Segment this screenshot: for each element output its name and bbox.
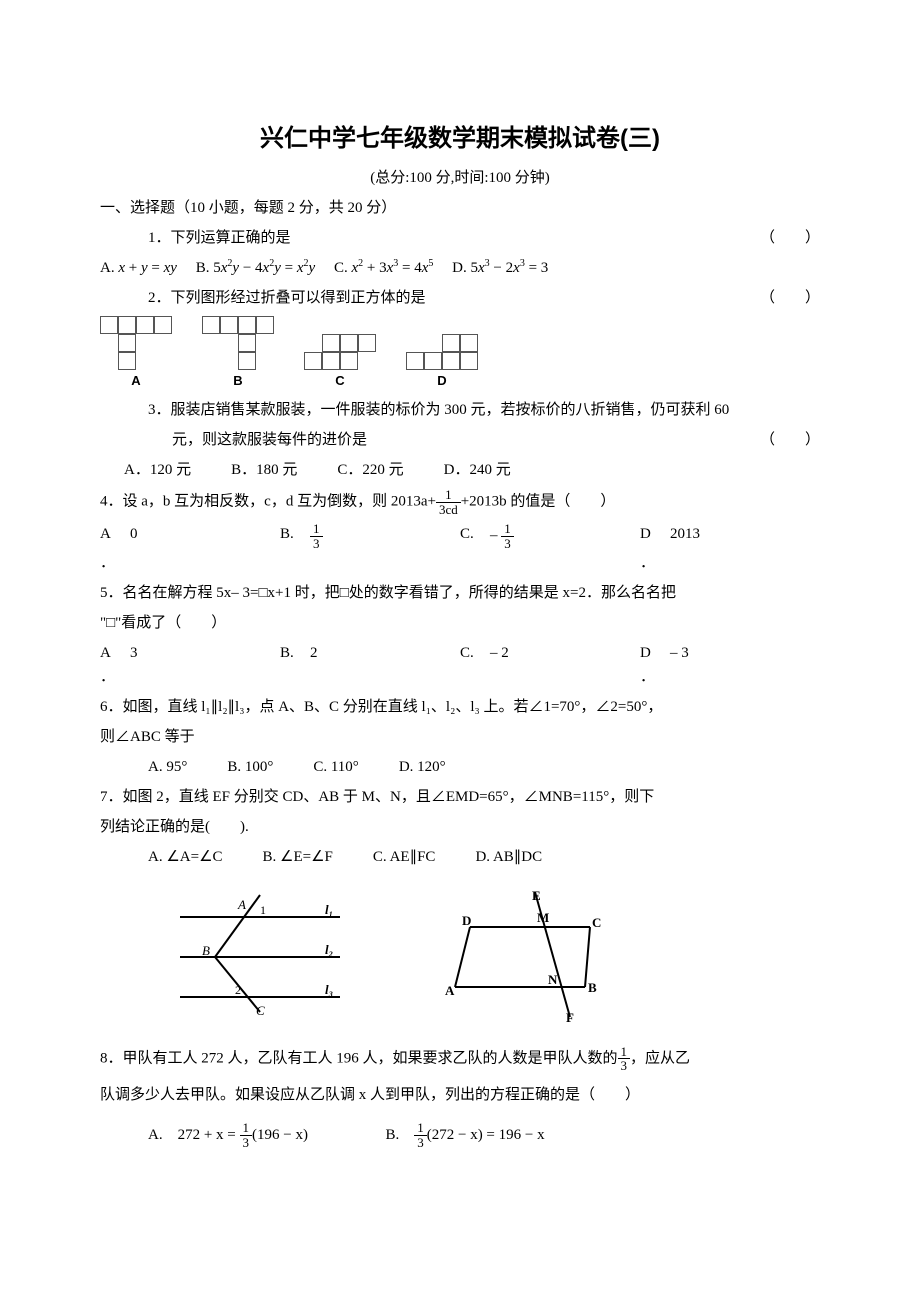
- page-title: 兴仁中学七年级数学期末模拟试卷(三): [100, 120, 820, 158]
- q1-options: A. x + y = xy B. 5x2y − 4x2y = x2y C. x2…: [100, 256, 820, 280]
- q7-C: C. AE∥FC: [373, 845, 436, 869]
- q7-B: B. ∠E=∠F: [263, 845, 333, 869]
- q7-A: A. ∠A=∠C: [148, 845, 223, 869]
- q1-stem: 1．下列运算正确的是: [148, 230, 291, 246]
- svg-text:A: A: [445, 983, 455, 998]
- q2-stem: 2．下列图形经过折叠可以得到正方体的是: [148, 290, 426, 306]
- svg-text:l₁: l₁: [325, 902, 333, 917]
- net-C: C: [304, 334, 376, 392]
- q5-line2: "□"看成了（ ）: [100, 611, 820, 635]
- q3-line2: 元，则这款服装每件的进价是 （ ）: [100, 428, 820, 452]
- q1-C: C. x2 + 3x3 = 4x5: [334, 260, 433, 276]
- q3-paren: （ ）: [760, 428, 820, 452]
- svg-text:B: B: [202, 943, 210, 958]
- figures-row: A 1 B 2 C l₁ l₂ l₃ E D M C A N B F: [100, 887, 820, 1027]
- q7-line1: 7．如图 2，直线 EF 分别交 CD、AB 于 M、N，且∠EMD=65°，∠…: [100, 785, 820, 809]
- q5-options: A3 B.2 C.– 2 D– 3 ．．: [100, 641, 820, 689]
- q1-B: B. 5x2y − 4x2y = x2y: [196, 260, 315, 276]
- q3-C: C．220 元: [337, 458, 403, 482]
- q7-line2: 列结论正确的是( ).: [100, 815, 820, 839]
- net-D: D: [406, 334, 478, 392]
- q1: 1．下列运算正确的是 （ ）: [100, 226, 820, 250]
- svg-text:1: 1: [260, 903, 266, 917]
- figure-q7: E D M C A N B F: [440, 887, 620, 1027]
- svg-text:B: B: [588, 980, 597, 995]
- q6-D: D. 120°: [399, 755, 446, 779]
- q5-line1: 5．名名在解方程 5x– 3=□x+1 时，把□处的数字看错了，所得的结果是 x…: [100, 581, 820, 605]
- q8-line1: 8．甲队有工人 272 人，乙队有工人 196 人，如果要求乙队的人数是甲队人数…: [100, 1045, 820, 1073]
- svg-text:D: D: [462, 913, 471, 928]
- svg-text:2: 2: [235, 983, 241, 997]
- section-header: 一、选择题（10 小题，每题 2 分，共 20 分）: [100, 196, 820, 220]
- q6-options: A. 95° B. 100° C. 110° D. 120°: [100, 755, 820, 779]
- q2-paren: （ ）: [760, 286, 820, 310]
- svg-text:C: C: [256, 1003, 265, 1017]
- q6-C: C. 110°: [313, 755, 358, 779]
- q1-paren: （ ）: [760, 226, 820, 250]
- svg-text:l₃: l₃: [325, 982, 333, 997]
- q8-B: B. 13(272 − x) = 196 − x: [385, 1127, 544, 1143]
- figure-q6: A 1 B 2 C l₁ l₂ l₃: [160, 887, 360, 1027]
- q4-options: A0 B.13 C.– 13 D2013 ．．: [100, 522, 820, 574]
- q6-line2: 则∠ABC 等于: [100, 725, 820, 749]
- net-B: B: [202, 316, 274, 392]
- q6-A: A. 95°: [148, 755, 187, 779]
- q3-options: A．120 元 B．180 元 C．220 元 D．240 元: [100, 458, 820, 482]
- q8-A: A. 272 + x = 13(196 − x): [148, 1127, 308, 1143]
- q2: 2．下列图形经过折叠可以得到正方体的是 （ ）: [100, 286, 820, 310]
- net-A: A: [100, 316, 172, 392]
- q1-D: D. 5x3 − 2x3 = 3: [452, 260, 548, 276]
- q6-B: B. 100°: [227, 755, 273, 779]
- q2-figures: A B C D: [100, 316, 820, 392]
- q4-frac: 13cd: [436, 488, 461, 516]
- q3-B: B．180 元: [231, 458, 297, 482]
- q4: 4．设 a，b 互为相反数，c，d 互为倒数，则 2013a+13cd+2013…: [100, 488, 820, 516]
- q3-line1: 3．服装店销售某款服装，一件服装的标价为 300 元，若按标价的八折销售，仍可获…: [100, 398, 820, 422]
- q3-D: D．240 元: [444, 458, 511, 482]
- q7-options: A. ∠A=∠C B. ∠E=∠F C. AE∥FC D. AB∥DC: [100, 845, 820, 869]
- q6-stem: 6．如图，直线 l₁∥l₂∥l₃，点 A、B、C 分别在直线 l₁、l₂、l₃ …: [100, 695, 820, 719]
- q3-A: A．120 元: [124, 458, 191, 482]
- svg-text:E: E: [532, 888, 541, 903]
- svg-text:C: C: [592, 915, 601, 930]
- q8-line2: 队调多少人去甲队。如果设应从乙队调 x 人到甲队，列出的方程正确的是（ ）: [100, 1083, 820, 1107]
- svg-text:A: A: [237, 897, 246, 912]
- svg-text:M: M: [537, 910, 549, 925]
- page-subtitle: (总分:100 分,时间:100 分钟): [100, 166, 820, 190]
- svg-text:l₂: l₂: [325, 942, 333, 957]
- q8-options: A. 272 + x = 13(196 − x) B. 13(272 − x) …: [100, 1121, 820, 1149]
- q7-D: D. AB∥DC: [475, 845, 542, 869]
- svg-text:F: F: [566, 1010, 574, 1025]
- q1-A: A. x + y = xy: [100, 260, 177, 276]
- svg-text:N: N: [548, 972, 558, 987]
